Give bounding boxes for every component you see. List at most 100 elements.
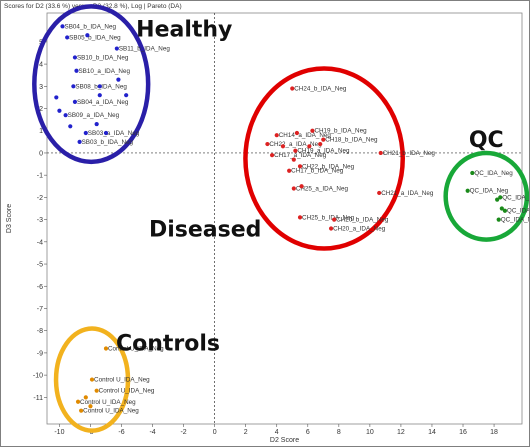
data-point — [378, 150, 383, 156]
data-point — [89, 377, 95, 382]
data-point — [297, 164, 303, 169]
data-point — [71, 84, 76, 89]
data-point — [60, 24, 65, 29]
y-tick-label: 0 — [39, 150, 43, 157]
qc-group-ring — [443, 150, 529, 242]
point-label: QC_IDA_Neg — [474, 170, 513, 177]
y-tick-label: -11 — [33, 395, 43, 402]
point-label: SB11_b_IDA_Neg — [119, 46, 170, 53]
point-label: CH21_a_IDA_Neg — [381, 190, 434, 197]
point-label: CH14_a_IDA_Neg — [279, 132, 332, 139]
point-label: CH24_b_IDA_Neg — [294, 86, 347, 93]
data-point — [293, 148, 298, 153]
x-tick-label: 12 — [397, 429, 405, 436]
healthy-group-label: Healthy — [136, 17, 232, 42]
data-point — [124, 93, 129, 98]
data-point — [310, 128, 315, 133]
y-tick-label: -5 — [37, 262, 43, 269]
data-point — [499, 206, 504, 211]
data-point — [318, 141, 323, 147]
point-label: CH25_a_IDA_Neg — [296, 186, 349, 193]
x-tick-label: 6 — [306, 429, 310, 436]
data-point — [72, 55, 78, 60]
data-point — [495, 197, 500, 202]
point-label: SB04_a_IDA_Neg — [77, 99, 129, 106]
data-point — [83, 130, 88, 136]
data-point — [74, 68, 79, 73]
data-point — [328, 226, 334, 231]
x-axis-label: D2 Score — [270, 437, 299, 444]
data-point — [83, 395, 88, 400]
data-point — [502, 208, 508, 213]
point-label: Control U_IDA_Neg — [108, 345, 164, 352]
data-point — [116, 77, 121, 82]
data-point — [496, 217, 501, 222]
point-label: SB03_b_IDA_Neg — [82, 139, 134, 146]
data-point — [307, 144, 312, 149]
diseased-group-ring — [243, 66, 405, 251]
point-label: QC_IDA_Neg — [501, 217, 529, 224]
data-point — [97, 93, 102, 98]
y-tick-label: 2 — [39, 106, 43, 113]
diseased-group-label: Diseased — [149, 217, 261, 242]
data-point — [63, 113, 68, 118]
point-label: SB10_a_IDA_Neg — [78, 68, 130, 75]
point-label: CH17_b_IDA_Neg — [291, 168, 344, 175]
y-tick-label: 3 — [39, 84, 43, 91]
qc-group-label: QC — [469, 128, 504, 153]
data-point — [54, 95, 59, 100]
y-tick-label: -10 — [33, 373, 43, 380]
data-point — [114, 46, 119, 51]
data-point — [291, 157, 296, 162]
x-tick-label: 10 — [366, 429, 374, 436]
point-label: CH19_b_IDA_Neg — [314, 128, 367, 135]
healthy-group-ring — [32, 4, 151, 165]
data-point — [377, 190, 382, 196]
data-point — [287, 168, 292, 173]
point-label: CH22_a_IDA_Neg — [269, 141, 322, 148]
data-point — [465, 188, 470, 193]
y-tick-label: -6 — [37, 284, 43, 291]
y-tick-label: -1 — [37, 173, 43, 180]
data-point — [79, 408, 84, 413]
x-tick-label: 16 — [459, 429, 467, 436]
data-point — [280, 144, 286, 149]
data-point — [297, 215, 303, 220]
point-label: SB04_b_IDA_Neg — [65, 23, 117, 30]
point-label: SB03_a_IDA_Neg — [88, 130, 140, 137]
y-tick-label: 1 — [39, 128, 43, 135]
point-label: SB10_b_IDA_Neg — [77, 54, 129, 61]
data-point — [75, 399, 81, 404]
data-point — [85, 33, 90, 38]
x-tick-label: 0 — [213, 429, 217, 436]
x-tick-label: 18 — [490, 429, 498, 436]
x-tick-label: 4 — [275, 429, 279, 436]
y-tick-label: -9 — [37, 350, 43, 357]
y-tick-label: 4 — [39, 62, 43, 69]
point-label: CH21_b_IDA_Neg — [383, 150, 436, 157]
data-point — [321, 137, 326, 142]
data-point — [299, 184, 304, 189]
point-label: Control U_IDA_Neg — [83, 408, 139, 415]
data-point — [269, 153, 275, 158]
point-label: CH20_b_IDA_Neg — [336, 217, 389, 224]
data-point — [65, 35, 70, 40]
data-point — [290, 86, 295, 91]
point-label: QC_IDA_Neg — [507, 208, 529, 215]
data-point — [332, 217, 337, 222]
data-point — [470, 170, 475, 176]
point-label: QC_IDA_Neg — [502, 194, 529, 201]
y-tick-label: -4 — [37, 239, 43, 246]
data-point — [57, 108, 62, 113]
y-tick-label: -8 — [37, 328, 43, 335]
y-tick-label: -7 — [37, 306, 43, 313]
data-point — [94, 121, 99, 127]
controls-group-ring — [53, 326, 131, 433]
x-tick-label: 8 — [337, 429, 341, 436]
data-point — [88, 404, 93, 409]
point-label: CH19_a_IDA_Neg — [297, 148, 350, 155]
point-label: CH22_b_IDA_Neg — [302, 163, 355, 170]
data-point — [72, 99, 78, 104]
x-tick-label: -10 — [54, 429, 64, 436]
